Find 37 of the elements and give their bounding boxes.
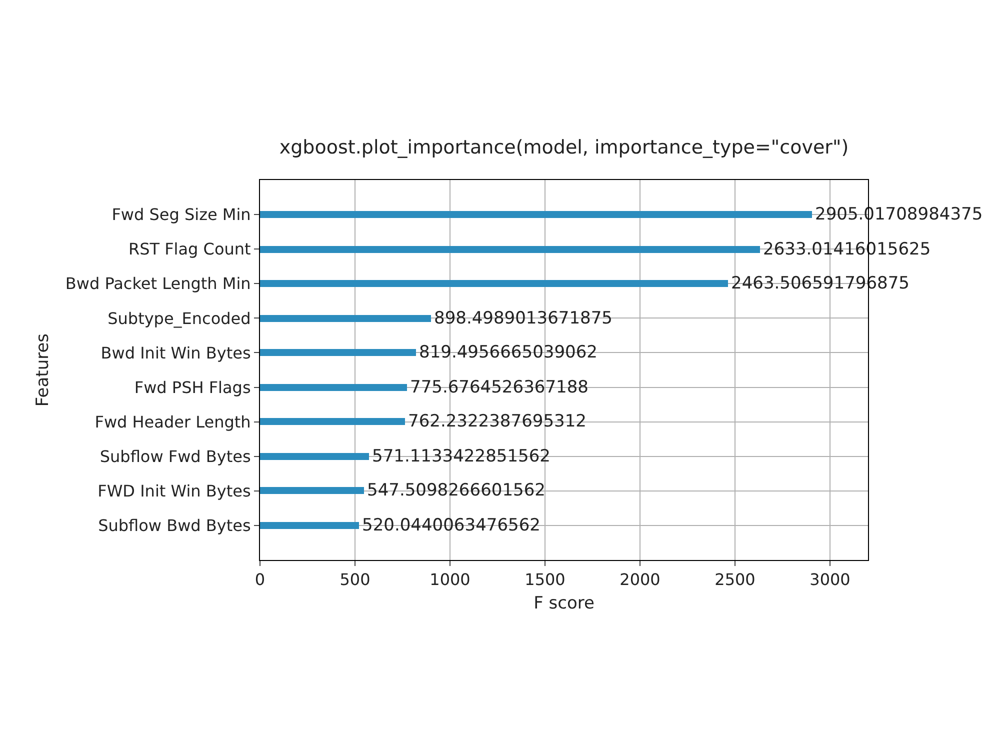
bar xyxy=(260,349,416,356)
bar xyxy=(260,315,431,322)
bar xyxy=(260,522,359,529)
bar xyxy=(260,211,812,218)
data-label: 775.6764526367188 xyxy=(410,378,588,398)
x-tick-label: 2000 xyxy=(620,570,660,590)
y-tick-label: RST Flag Count xyxy=(128,240,251,259)
x-axis-title: F score xyxy=(534,594,594,614)
y-tick-label: Bwd Init Win Bytes xyxy=(100,343,251,362)
y-tick-label: Fwd Header Length xyxy=(94,412,251,432)
x-tick-label: 500 xyxy=(340,570,370,590)
x-tick-label: 3000 xyxy=(810,570,850,590)
y-tick-label: Subflow Bwd Bytes xyxy=(98,516,251,536)
y-tick-label: Bwd Packet Length Min xyxy=(65,274,251,294)
bar xyxy=(260,280,728,287)
data-label: 571.1133422851562 xyxy=(372,446,550,466)
y-axis-title: Features xyxy=(32,333,53,407)
y-tick-label: Fwd Seg Size Min xyxy=(112,205,251,224)
x-tick-label: 1000 xyxy=(430,570,470,590)
x-tick-label: 1500 xyxy=(524,570,566,590)
data-label: 547.5098266601562 xyxy=(367,480,546,500)
data-label: 819.4956665039062 xyxy=(419,342,598,362)
data-label: 520.0440063476562 xyxy=(362,516,540,536)
bar xyxy=(260,487,364,494)
y-tick-label: Subtype_Encoded xyxy=(108,308,251,328)
bar xyxy=(260,384,407,391)
data-label: 762.2322387695312 xyxy=(408,412,586,432)
y-tick-label: FWD Init Win Bytes xyxy=(98,482,251,501)
bar xyxy=(260,418,405,425)
x-tick-label: 2500 xyxy=(714,570,756,590)
bar xyxy=(260,453,369,460)
x-tick-label: 0 xyxy=(254,570,266,590)
chart-title: xgboost.plot_importance(model, importance_type="cover") xyxy=(279,136,849,158)
y-tick-label: Fwd PSH Flags xyxy=(134,378,251,397)
bar xyxy=(260,246,760,253)
data-label: 898.4989013671875 xyxy=(434,308,612,328)
y-tick-label: Subflow Fwd Bytes xyxy=(100,446,251,466)
